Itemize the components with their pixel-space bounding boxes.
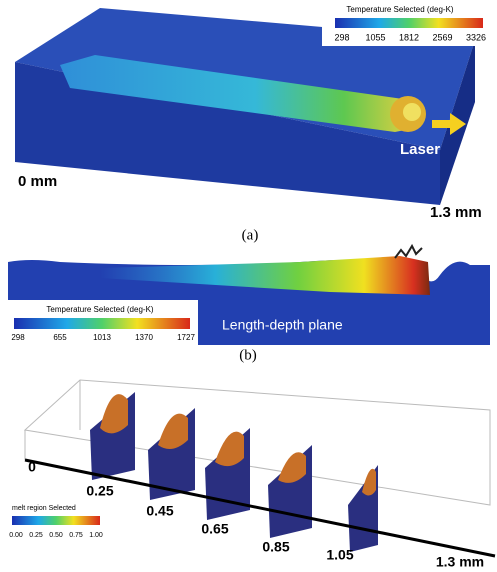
colorbar-tick-label: 0.50 xyxy=(49,532,63,539)
colorbar xyxy=(335,18,483,28)
colorbar-title: Temperature Selected (deg-K) xyxy=(46,305,154,314)
colorbar-tick-label: 1812 xyxy=(399,32,419,42)
position-label: 1.05 xyxy=(326,547,353,563)
colorbar-tick-label: 1013 xyxy=(93,333,111,342)
colorbar-tick-label: 0.25 xyxy=(29,532,43,539)
colorbar-tick-label: 2569 xyxy=(432,32,452,42)
colorbar-tick-label: 1370 xyxy=(135,333,153,342)
colorbar-tick-label: 1727 xyxy=(177,333,195,342)
panel-a: Laser 0 mm 1.3 mm (a) Temperature Select… xyxy=(15,4,492,243)
colorbar-tick-label: 655 xyxy=(53,333,67,342)
colorbar-tick-label: 298 xyxy=(334,32,349,42)
position-label: 0.25 xyxy=(86,483,113,499)
colorbar-title: Temperature Selected (deg-K) xyxy=(346,5,454,14)
colorbar-tick-label: 1.00 xyxy=(89,532,103,539)
colorbar-tick-label: 0.75 xyxy=(69,532,83,539)
figure: Laser 0 mm 1.3 mm (a) Temperature Select… xyxy=(0,0,497,572)
position-label: 1.3 mm xyxy=(436,554,484,570)
colorbar-tick-label: 0.00 xyxy=(9,532,23,539)
caption: (b) xyxy=(239,347,257,363)
end-label: 1.3 mm xyxy=(430,204,482,221)
caption: (a) xyxy=(242,227,259,243)
colorbar-tick-label: 3326 xyxy=(466,32,486,42)
laser-label: Laser xyxy=(400,141,440,158)
panel-b: Temperature Selected (deg-K) 298 655 1013 1… xyxy=(8,246,490,363)
slices xyxy=(90,392,378,552)
colorbar-title: melt region Selected xyxy=(12,505,76,512)
start-label: 0 mm xyxy=(18,173,57,190)
position-label: 0.65 xyxy=(201,521,228,537)
colorbar xyxy=(12,516,100,525)
colorbar-tick-label: 1055 xyxy=(365,32,385,42)
melt-pool xyxy=(158,414,188,449)
plane-label: Length-depth plane xyxy=(222,317,343,333)
position-label: 0.45 xyxy=(146,503,173,519)
position-label: 0.85 xyxy=(262,539,289,555)
colorbar-tick-label: 298 xyxy=(11,333,25,342)
melt-pool xyxy=(362,469,376,496)
colorbar xyxy=(14,318,190,329)
hot-core xyxy=(403,103,421,121)
melt-pool xyxy=(215,432,244,467)
position-label: 0 xyxy=(28,459,36,475)
melt-pool xyxy=(100,394,128,433)
